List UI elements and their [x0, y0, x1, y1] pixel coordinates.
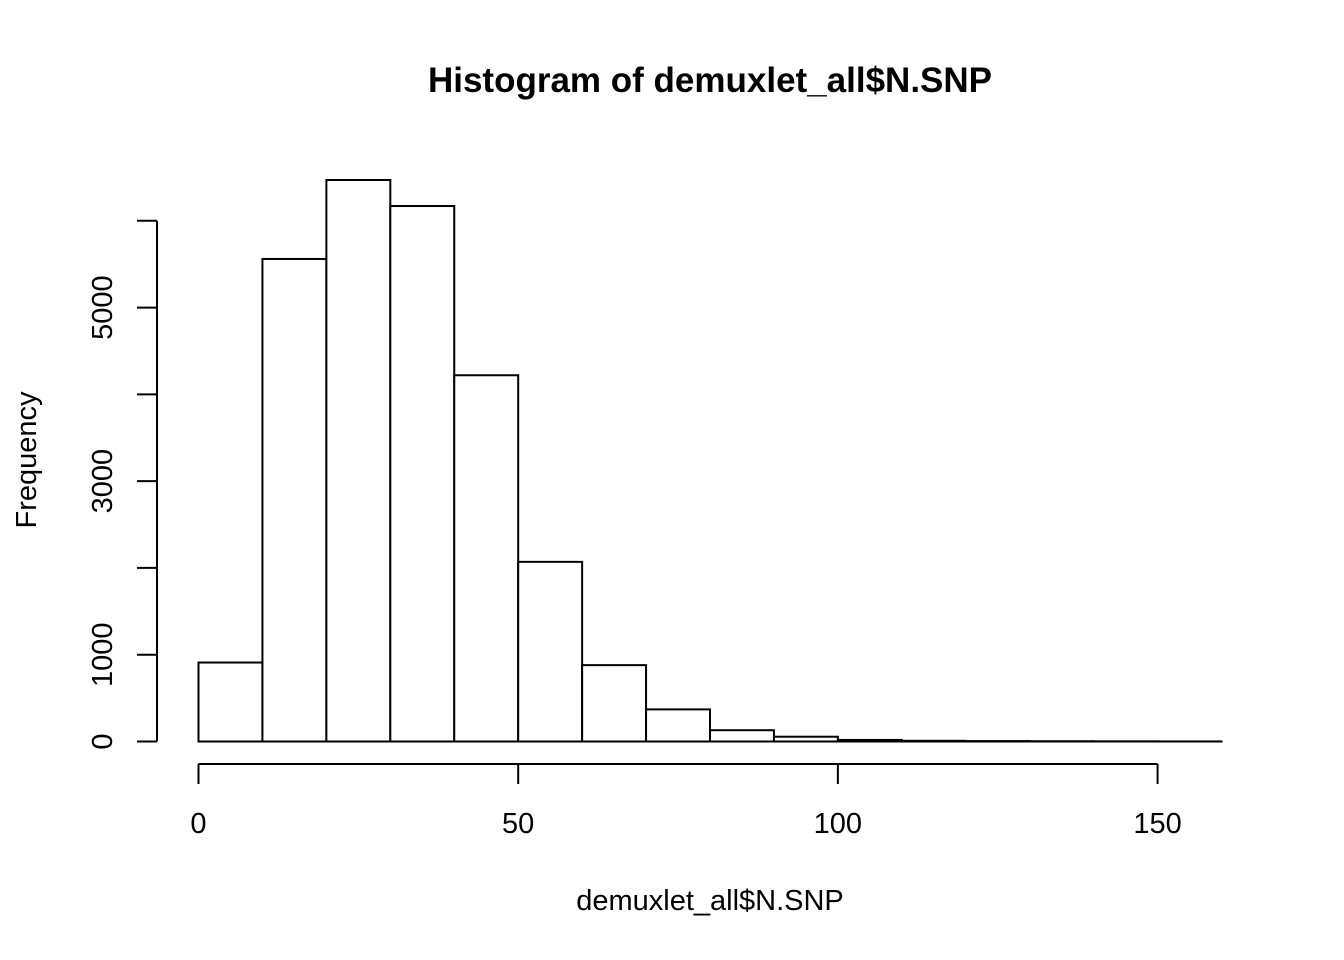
y-tick-label: 3000 — [87, 449, 119, 514]
x-axis-label: demuxlet_all$N.SNP — [576, 885, 844, 917]
histogram-bar — [517, 560, 584, 743]
histogram-bar — [453, 374, 520, 743]
y-axis: 0 1000 3000 5000 — [87, 219, 158, 750]
histogram-bar — [581, 664, 648, 743]
histogram-bar — [325, 179, 392, 743]
histogram-bar — [389, 205, 456, 743]
histogram-bar — [197, 661, 264, 743]
x-tick-label: 0 — [190, 808, 206, 840]
x-tick-label: 150 — [1133, 808, 1181, 840]
y-tick-label: 0 — [87, 733, 119, 749]
histogram-bar — [645, 708, 711, 743]
histogram-bar — [261, 257, 328, 743]
chart-title: Histogram of demuxlet_all$N.SNP — [428, 61, 992, 100]
y-tick-label: 5000 — [87, 275, 119, 340]
x-tick-label: 100 — [814, 808, 862, 840]
x-axis: 0 50 100 150 — [190, 763, 1182, 840]
x-tick-label: 50 — [502, 808, 534, 840]
histogram-bar — [709, 729, 775, 743]
y-axis-label: Frequency — [11, 391, 43, 529]
y-tick-label: 1000 — [87, 622, 119, 687]
bars — [197, 179, 1223, 743]
